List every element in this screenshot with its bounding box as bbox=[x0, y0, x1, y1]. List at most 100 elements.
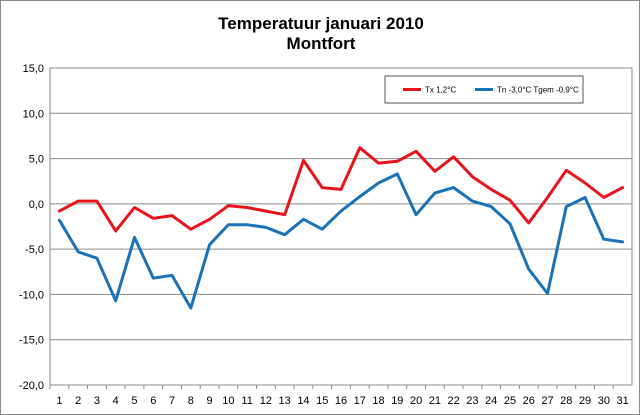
data-point bbox=[433, 191, 437, 195]
data-point bbox=[565, 169, 568, 172]
data-point bbox=[302, 218, 305, 221]
data-point bbox=[133, 206, 136, 209]
data-point bbox=[471, 199, 474, 203]
data-point bbox=[170, 274, 174, 277]
legend-label: Tn -3,0°C Tgem -0,9°C bbox=[497, 86, 579, 95]
gridlines bbox=[50, 67, 632, 386]
data-point bbox=[339, 188, 343, 191]
series-tn bbox=[57, 172, 625, 310]
data-point bbox=[227, 223, 230, 226]
data-point bbox=[152, 276, 155, 280]
data-point bbox=[283, 213, 286, 216]
data-point bbox=[302, 159, 305, 162]
legend: Tx 1,2°C Tn -3,0°C Tgem -0,9°C bbox=[384, 75, 584, 104]
x-tick-label: 26 bbox=[523, 395, 535, 407]
x-tick-label: 23 bbox=[466, 395, 478, 407]
data-point bbox=[189, 228, 193, 231]
data-point bbox=[245, 206, 249, 209]
data-point bbox=[170, 214, 174, 217]
data-point bbox=[133, 236, 136, 239]
data-point bbox=[377, 181, 380, 185]
data-point bbox=[396, 172, 399, 176]
x-tick-label: 17 bbox=[354, 395, 366, 407]
x-tick-label: 19 bbox=[391, 395, 403, 407]
data-point bbox=[321, 228, 324, 231]
y-tick-label: -20,0 bbox=[19, 380, 44, 392]
data-point bbox=[95, 199, 99, 203]
data-point bbox=[245, 223, 249, 226]
x-tick-label: 9 bbox=[207, 395, 213, 407]
x-tick-label: 25 bbox=[504, 395, 516, 407]
chart-title: Temperatuur januari 2010 bbox=[218, 14, 424, 33]
y-axis-tick-labels: 15,0 10,0 5,0 0,0 -5,0 -10,0 -15,0 -20,0 bbox=[19, 63, 44, 392]
plot-area-frame bbox=[49, 67, 633, 386]
y-tick-label: 5,0 bbox=[29, 154, 44, 166]
data-point bbox=[414, 150, 418, 153]
data-point bbox=[621, 186, 624, 189]
x-tick-label: 24 bbox=[485, 395, 497, 407]
data-point bbox=[189, 306, 193, 310]
data-point bbox=[339, 209, 343, 213]
y-tick-label: 0,0 bbox=[29, 199, 44, 211]
x-tick-label: 12 bbox=[260, 395, 272, 407]
data-point bbox=[114, 299, 117, 302]
data-point bbox=[377, 161, 380, 165]
data-point bbox=[414, 213, 418, 216]
data-point bbox=[602, 237, 606, 241]
x-tick-label: 2 bbox=[75, 395, 81, 407]
legend-label: Tx 1,2°C bbox=[425, 86, 456, 95]
x-tick-label: 18 bbox=[372, 395, 384, 407]
data-point bbox=[527, 221, 530, 225]
data-point bbox=[264, 226, 268, 229]
data-point bbox=[358, 146, 361, 149]
data-point bbox=[583, 196, 587, 199]
x-tick-label: 5 bbox=[131, 395, 137, 407]
x-tick-label: 7 bbox=[169, 395, 175, 407]
data-point bbox=[452, 155, 455, 158]
data-point bbox=[264, 209, 268, 213]
data-point bbox=[546, 196, 549, 199]
legend-items: Tx 1,2°C Tn -3,0°C Tgem -0,9°C bbox=[403, 86, 579, 95]
x-tick-label: 3 bbox=[94, 395, 100, 407]
data-point bbox=[565, 205, 568, 208]
data-point bbox=[358, 195, 361, 198]
data-point bbox=[58, 209, 61, 213]
data-point bbox=[208, 218, 211, 221]
x-tick-label: 14 bbox=[297, 395, 309, 407]
x-tick-label: 8 bbox=[188, 395, 194, 407]
x-tick-label: 27 bbox=[541, 395, 553, 407]
series-tx bbox=[57, 146, 625, 233]
data-point bbox=[58, 218, 61, 222]
data-point bbox=[527, 267, 530, 271]
data-point bbox=[283, 233, 286, 236]
x-axis-tick-labels: 1 2 3 4 5 6 7 8 9 10 11 12 13 14 15 16 17 18 19 20 21 22 23 24 2… bbox=[49, 385, 629, 407]
y-tick-label: 15,0 bbox=[23, 63, 44, 75]
data-point bbox=[208, 243, 211, 246]
series-line bbox=[57, 172, 625, 310]
data-point bbox=[489, 188, 493, 191]
data-point bbox=[321, 186, 324, 189]
y-tick-label: -5,0 bbox=[25, 244, 44, 256]
data-point bbox=[76, 250, 80, 254]
chart-subtitle: Montfort bbox=[286, 34, 356, 53]
x-tick-label: 13 bbox=[279, 395, 291, 407]
x-tick-label: 21 bbox=[429, 395, 441, 407]
x-tick-label: 20 bbox=[410, 395, 422, 407]
series-lines bbox=[57, 146, 625, 310]
x-tick-label: 10 bbox=[222, 395, 234, 407]
data-point bbox=[396, 160, 399, 163]
data-point bbox=[114, 229, 117, 233]
x-tick-label: 6 bbox=[150, 395, 156, 407]
x-tick-label: 15 bbox=[316, 395, 328, 407]
data-point bbox=[76, 199, 80, 203]
x-tick-label: 28 bbox=[560, 395, 572, 407]
x-tick-label: 4 bbox=[113, 395, 119, 407]
y-tick-label: -15,0 bbox=[19, 335, 44, 347]
y-tick-label: 10,0 bbox=[23, 108, 44, 120]
data-point bbox=[508, 199, 512, 202]
data-point bbox=[152, 217, 155, 220]
x-tick-label: 30 bbox=[598, 395, 610, 407]
data-point bbox=[489, 205, 493, 208]
